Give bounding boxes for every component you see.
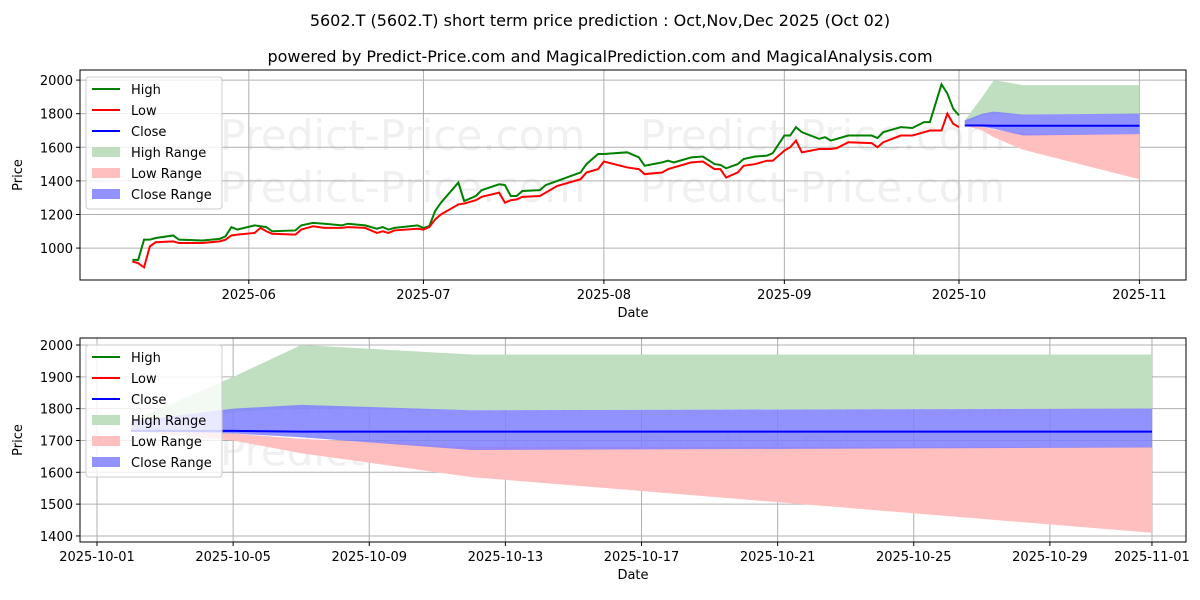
low-line [132,111,960,270]
y-tick-label: 1900 [40,371,73,386]
y-tick-label: 1600 [40,466,73,481]
x-tick-label: 2025-11 [1112,288,1166,303]
legend-swatch-patch [92,457,120,467]
x-tick-label: 2025-10-25 [876,550,952,565]
high-line [132,81,960,261]
high-range-band [131,345,1152,428]
close-line [131,429,1152,433]
y-tick-label: 2000 [40,339,73,354]
watermark-text: Predict-Price.com [220,111,585,160]
legend-label: Close Range [131,188,212,203]
y-tick-label: 1700 [40,434,73,449]
legend-label: High Range [131,146,206,161]
x-tick-label: 2025-06 [222,288,276,303]
x-tick-label: 2025-10-13 [468,550,544,565]
x-tick-label: 2025-10-21 [740,550,816,565]
y-tick-label: 1400 [40,530,73,545]
chart-title: 5602.T (5602.T) short term price predict… [310,11,890,30]
x-tick-label: 2025-10-17 [604,550,680,565]
y-tick-label: 1400 [40,175,73,190]
y-tick-label: 1800 [40,108,73,123]
legend: High Low Close High Range Low Range Close Ran… [85,76,223,210]
y-tick-label: 1600 [40,141,73,156]
x-axis-label: Date [617,306,648,321]
legend-label: Low [131,372,157,387]
legend-label: Low [131,104,157,119]
legend-label: Close Range [131,456,212,471]
x-tick-label: 2025-08 [577,288,631,303]
legend-swatch-patch [92,147,120,157]
legend-swatch-patch [92,415,120,425]
y-axis-label: Price [11,424,26,456]
legend-label: Low Range [131,167,202,182]
x-tick-label: 2025-11-01 [1114,550,1190,565]
low-range-band [964,123,1140,180]
low-range-band [131,427,1152,533]
y-tick-label: 2000 [40,74,73,89]
legend-label: Close [131,125,166,140]
watermark-text: Predict-Price.com [640,163,1005,212]
x-tick-label: 2025-10-09 [331,550,407,565]
x-tick-label: 2025-10-05 [195,550,271,565]
legend-swatch-patch [92,436,120,446]
close-range-band [131,404,1152,451]
legend-swatch-patch [92,189,120,199]
history-chart: Predict-Price.com Predict-Price.comPredic… [11,69,1187,321]
forecast-chart: Predict-Price.comPredict-Price.comPredic… [11,337,1190,583]
y-tick-label: 1200 [40,208,73,223]
x-tick-label: 2025-10 [932,288,986,303]
legend-label: High [131,83,161,98]
legend-label: Close [131,393,166,408]
close-range-band [964,111,1140,136]
watermark-text: Predict-Price.com [220,163,585,212]
legend-label: Low Range [131,435,202,450]
legend: High Low Close High Range Low Range Close Ran… [85,344,223,478]
y-tick-label: 1000 [40,242,73,257]
legend-swatch-patch [92,168,120,178]
plot-frame [79,69,1187,281]
chart-subtitle: powered by Predict-Price.com and Magical… [267,47,932,66]
x-tick-label: 2025-07 [396,288,450,303]
x-tick-label: 2025-10-01 [59,550,135,565]
legend-label: High Range [131,414,206,429]
y-tick-label: 1800 [40,403,73,418]
high-range-band [964,80,1140,124]
plot-frame [79,337,1187,543]
legend-label: High [131,351,161,366]
watermark-text: Predict-Price.com [640,111,1005,160]
y-axis-label: Price [11,159,26,191]
x-tick-label: 2025-09 [757,288,811,303]
x-tick-label: 2025-10-29 [1012,550,1088,565]
y-tick-label: 1500 [40,498,73,513]
x-axis-label: Date [617,568,648,583]
